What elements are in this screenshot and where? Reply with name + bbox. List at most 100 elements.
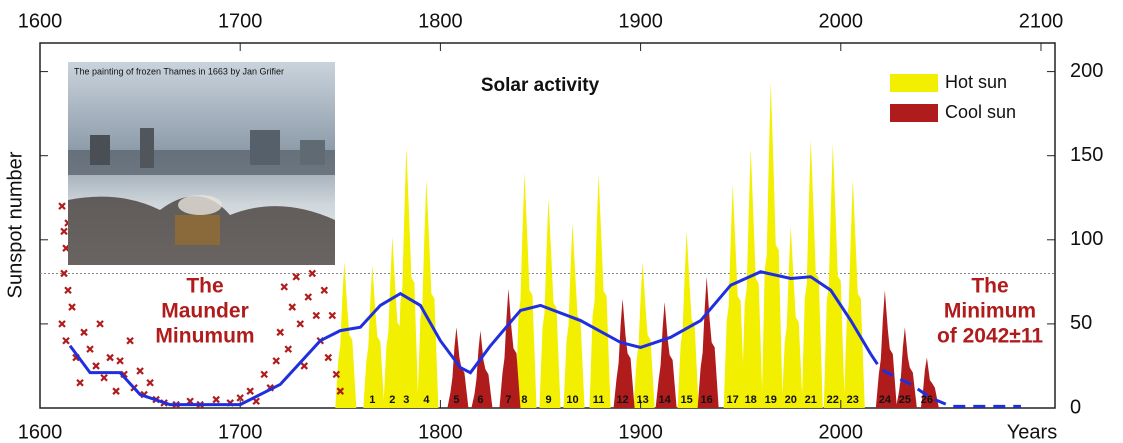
legend-swatch — [890, 74, 938, 92]
cycle-label: 9 — [545, 394, 551, 406]
painting: The painting of frozen Thames in 1663 by… — [68, 62, 335, 265]
observation-point — [292, 273, 301, 281]
observation-point — [336, 387, 345, 395]
x-tick-label-bottom: 1800 — [418, 421, 463, 443]
observation-point — [324, 353, 333, 362]
x-tick-label-top: 1800 — [418, 10, 463, 32]
observation-point — [62, 336, 70, 345]
cycle-label: 3 — [403, 394, 409, 406]
observation-point — [236, 394, 244, 402]
cycle-label: 6 — [477, 394, 483, 406]
observation-point — [212, 395, 220, 404]
minimum-annotation: of 2042±11 — [937, 325, 1043, 348]
x-tick-label-bottom: 1600 — [18, 421, 63, 443]
legend-label: Cool sun — [945, 102, 1016, 122]
observation-point — [332, 370, 341, 379]
observation-point — [312, 311, 321, 320]
cycle-area — [613, 298, 635, 408]
maunder-annotation: The — [186, 275, 223, 298]
observation-point — [106, 353, 114, 362]
observation-point — [76, 378, 84, 387]
cycle-area — [697, 276, 719, 408]
observation-point — [246, 387, 254, 395]
cycle-area — [655, 302, 677, 408]
cycle-label: 18 — [745, 394, 757, 406]
observation-point — [126, 336, 134, 345]
x-axis-label: Years — [1007, 421, 1057, 443]
cycle-label: 15 — [681, 394, 693, 406]
cycle-label: 7 — [505, 394, 511, 406]
trend-line — [68, 270, 873, 407]
observation-point — [308, 269, 317, 278]
observation-point — [252, 397, 260, 406]
cycle-label: 11 — [593, 394, 605, 406]
observation-point — [272, 357, 281, 365]
observation-point — [260, 370, 268, 379]
cycle-label: 16 — [701, 394, 713, 406]
cycle-area — [417, 179, 439, 408]
data-layer — [40, 81, 1055, 409]
observation-point — [136, 367, 144, 375]
cycle-label: 4 — [423, 394, 430, 406]
minimum-annotation: Minimum — [944, 300, 1036, 323]
y-axis-label: Sunspot number — [4, 151, 26, 298]
observation-point — [146, 378, 154, 387]
x-tick-label-top: 1600 — [18, 10, 63, 32]
x-tick-label-top: 1700 — [218, 10, 263, 32]
observation-point — [100, 373, 108, 382]
observation-point — [60, 227, 68, 236]
cycle-label: 2 — [389, 394, 395, 406]
observation-point — [296, 320, 305, 328]
cycle-area — [363, 265, 385, 408]
observation-point — [58, 202, 66, 210]
observation-point — [92, 362, 100, 370]
x-tick-label-top: 2000 — [819, 10, 864, 32]
cycle-area — [471, 330, 493, 408]
cycle-area — [515, 172, 537, 408]
y-tick-label: 100 — [1070, 228, 1103, 250]
observation-point — [96, 320, 104, 328]
cycle-area — [875, 290, 897, 408]
legend-label: Hot sun — [945, 72, 1007, 92]
observation-point — [112, 387, 120, 395]
cycle-label: 26 — [921, 394, 933, 406]
observation-point — [60, 269, 68, 278]
y-tick-label: 50 — [1070, 312, 1092, 334]
cycle-label: 22 — [827, 394, 839, 406]
maunder-annotation: Minumum — [155, 325, 254, 348]
x-tick-label-bottom: 2000 — [819, 421, 864, 443]
observation-point — [320, 286, 329, 295]
y-tick-label: 200 — [1070, 60, 1103, 82]
observation-point — [116, 357, 124, 365]
cycle-area — [499, 288, 521, 408]
cycle-area — [677, 231, 699, 408]
cycle-label: 14 — [658, 394, 671, 406]
cycle-label: 8 — [521, 394, 527, 406]
cycle-area — [633, 261, 655, 408]
painting-caption: The painting of frozen Thames in 1663 by… — [74, 66, 284, 76]
cycle-label: 10 — [566, 394, 578, 406]
x-tick-label-bottom: 1900 — [618, 421, 663, 443]
observation-point — [328, 311, 337, 320]
cycle-label: 12 — [616, 394, 628, 406]
y-tick-label: 150 — [1070, 144, 1103, 166]
cycle-area — [801, 138, 823, 408]
cycle-area — [917, 357, 939, 408]
observation-point — [68, 303, 76, 311]
cycle-area — [761, 81, 783, 408]
cycle-area — [895, 327, 917, 408]
cycle-label: 17 — [727, 394, 739, 406]
observation-point — [64, 286, 72, 295]
minimum-annotation: The — [971, 275, 1008, 298]
cycle-area — [741, 148, 763, 408]
cycle-area — [823, 143, 845, 408]
x-tick-label-top: 1900 — [618, 10, 663, 32]
x-tick-label-top: 2100 — [1019, 10, 1064, 32]
cycle-label: 21 — [805, 394, 817, 406]
x-tick-label-bottom: 1700 — [218, 421, 263, 443]
maunder-annotation: Maunder — [161, 300, 249, 323]
cycle-area — [843, 179, 865, 408]
observation-point — [80, 328, 88, 337]
chart-title: Solar activity — [481, 75, 600, 96]
